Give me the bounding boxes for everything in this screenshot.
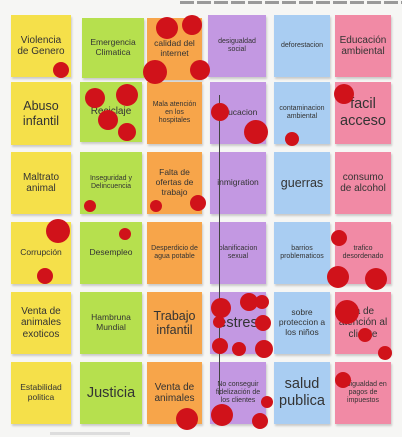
sticky-note-text: consumo de alcohol	[340, 171, 386, 195]
sticky-note-text: No conseguir fidelización de los cliente…	[215, 380, 261, 405]
sticky-note-text: Educación ambiental	[339, 34, 387, 58]
sticky-note[interactable]: Educación ambiental	[335, 15, 391, 77]
sticky-note-text: Venta de animales exoticos	[20, 305, 62, 340]
vote-dot[interactable]	[37, 268, 53, 284]
vote-dot[interactable]	[190, 195, 206, 211]
vote-dot[interactable]	[98, 110, 118, 130]
vote-dot[interactable]	[211, 298, 231, 318]
sticky-note-text: Desempleo	[89, 247, 133, 258]
connector-line	[219, 95, 220, 395]
sticky-note[interactable]: Violencia de Genero	[11, 15, 71, 77]
vote-dot[interactable]	[335, 300, 359, 324]
sticky-note[interactable]: Venta de animales exoticos	[11, 292, 71, 354]
vote-dot[interactable]	[213, 316, 225, 328]
vote-dot[interactable]	[156, 17, 178, 39]
sticky-note-text: educacion	[218, 107, 258, 118]
sticky-note[interactable]: Trabajo infantil	[147, 292, 202, 354]
vote-dot[interactable]	[365, 268, 387, 290]
sticky-note-text: contaminacion ambiental	[279, 104, 325, 120]
vote-dot[interactable]	[378, 346, 392, 360]
sticky-note-text: Hambruna Mundial	[91, 312, 131, 332]
sticky-note[interactable]: facil acceso	[335, 82, 391, 144]
sticky-note-text: trafico desordenado	[342, 244, 384, 260]
sticky-note-text: Inseguridad y Delincuencia	[89, 174, 133, 190]
sticky-note-text: barrios problematicos	[280, 244, 324, 260]
sticky-note-text: calidad del internet	[154, 38, 195, 58]
vote-dot[interactable]	[327, 266, 349, 288]
sticky-note-text: Estabilidad politica	[20, 382, 62, 402]
sticky-note-text: Maltrato animal	[22, 171, 60, 195]
sticky-note[interactable]: sobre proteccion a los niños	[274, 292, 330, 354]
vote-dot[interactable]	[261, 396, 273, 408]
vote-dot[interactable]	[211, 103, 229, 121]
vote-dot[interactable]	[335, 372, 351, 388]
sticky-note-text: sobre proteccion a los niños	[278, 307, 326, 337]
sticky-note-text: Abuso infantil	[22, 99, 60, 128]
sticky-note[interactable]: Mala atención en los hospitales	[147, 82, 202, 144]
sticky-note-text: Trabajo infantil	[153, 308, 196, 337]
sticky-note[interactable]: Desempleo	[80, 222, 142, 284]
vote-dot[interactable]	[190, 60, 210, 80]
sticky-note[interactable]: Abuso infantil	[11, 82, 71, 145]
vote-dot[interactable]	[334, 84, 354, 104]
sticky-note-text: Mala atención en los hospitales	[152, 100, 197, 125]
vote-dot[interactable]	[255, 340, 273, 358]
vote-dot[interactable]	[331, 230, 347, 246]
sticky-note-text: salud publica	[279, 376, 325, 409]
top-toolbar-strip	[180, 0, 402, 5]
sticky-note-text: Corrupción	[20, 247, 62, 258]
sticky-note-text: Falta de ofertas de trabajo	[155, 167, 194, 197]
sticky-note[interactable]: Maltrato animal	[11, 152, 71, 214]
sticky-note[interactable]: Hambruna Mundial	[80, 292, 142, 354]
vote-dot[interactable]	[143, 60, 167, 84]
sticky-note-text: Desperdicio de agua potable	[151, 244, 198, 260]
sticky-note-text: estres	[218, 314, 258, 331]
sticky-note[interactable]: guerras	[274, 152, 330, 214]
sticky-note[interactable]: Estabilidad politica	[11, 362, 71, 424]
sticky-note[interactable]: Desperdicio de agua potable	[147, 222, 202, 284]
vote-dot[interactable]	[212, 338, 228, 354]
sticky-note-text: planificacion sexual	[218, 244, 258, 260]
vote-dot[interactable]	[255, 315, 271, 331]
vote-dot[interactable]	[53, 62, 69, 78]
bottom-strip	[50, 432, 130, 435]
vote-dot[interactable]	[211, 404, 233, 426]
sticky-note-text: Justicia	[86, 384, 136, 401]
vote-dot[interactable]	[240, 293, 258, 311]
vote-dot[interactable]	[358, 328, 372, 342]
sticky-note-text: deforestacion	[280, 41, 324, 49]
sticky-note[interactable]: salud publica	[274, 362, 330, 424]
vote-dot[interactable]	[150, 200, 162, 212]
sticky-note-text: Emergencia Climatica	[90, 37, 136, 57]
vote-dot[interactable]	[176, 408, 198, 430]
vote-dot[interactable]	[46, 219, 70, 243]
sticky-note[interactable]: Justicia	[80, 362, 142, 424]
vote-dot[interactable]	[116, 84, 138, 106]
vote-dot[interactable]	[244, 120, 268, 144]
vote-dot[interactable]	[255, 295, 269, 309]
sticky-note[interactable]: contaminacion ambiental	[274, 82, 330, 144]
sticky-note[interactable]: barrios problematicos	[274, 222, 330, 284]
vote-dot[interactable]	[252, 413, 268, 429]
vote-dot[interactable]	[85, 88, 105, 108]
sticky-note-text: desigualdad social	[218, 37, 256, 53]
vote-dot[interactable]	[182, 15, 202, 35]
vote-dot[interactable]	[232, 342, 246, 356]
sticky-note-text: inmigration	[217, 177, 259, 188]
sticky-note-text: desigualdad en pagos de impuestos	[339, 380, 387, 405]
sticky-note-text: guerras	[280, 175, 324, 190]
vote-dot[interactable]	[84, 200, 96, 212]
sticky-note-text: Violencia de Genero	[17, 34, 65, 58]
sticky-note[interactable]: Emergencia Climatica	[82, 18, 144, 78]
sticky-note[interactable]: deforestacion	[274, 15, 330, 77]
sticky-note[interactable]: consumo de alcohol	[335, 152, 391, 214]
vote-dot[interactable]	[118, 123, 136, 141]
vote-dot[interactable]	[285, 132, 299, 146]
vote-dot[interactable]	[119, 228, 131, 240]
sticky-note-text: facil acceso	[340, 96, 386, 129]
sticky-note-text: Venta de animales	[154, 381, 195, 405]
sticky-note[interactable]: desigualdad social	[208, 15, 266, 77]
